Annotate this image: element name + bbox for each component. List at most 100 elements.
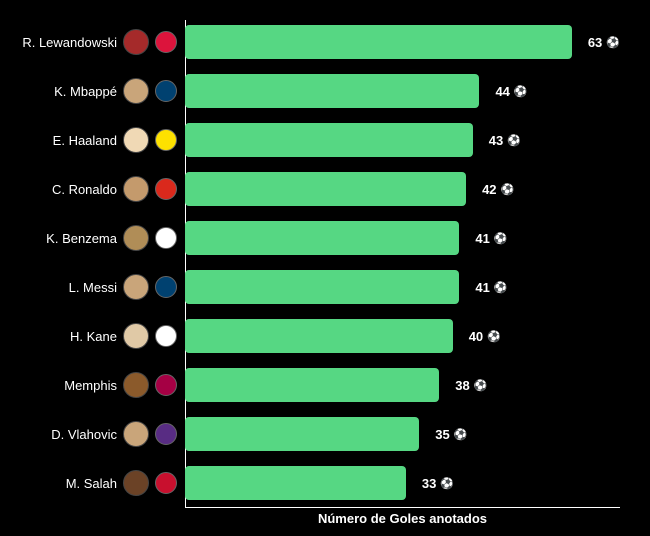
value-wrap: 38 ⚽ (447, 378, 487, 393)
value-wrap: 41⚽ (467, 280, 507, 295)
player-avatar-icon (123, 176, 149, 202)
bar (185, 270, 459, 304)
label-col: M. Salah (10, 470, 185, 496)
player-name: D. Vlahovic (51, 427, 117, 442)
player-name: E. Haaland (53, 133, 117, 148)
football-icon: ⚽ (507, 134, 521, 147)
value-wrap: 42 ⚽ (474, 182, 514, 197)
club-badge-icon (155, 80, 177, 102)
label-col: C. Ronaldo (10, 176, 185, 202)
bar-col: 43 ⚽ (185, 123, 620, 157)
football-icon: ⚽ (454, 428, 468, 441)
bar-value: 44 (495, 84, 509, 99)
label-col: K. Mbappé (10, 78, 185, 104)
player-name: L. Messi (69, 280, 117, 295)
player-name: K. Mbappé (54, 84, 117, 99)
value-wrap: 63 ⚽ (580, 35, 620, 50)
player-avatar-icon (123, 29, 149, 55)
chart-row: L. Messi 41⚽ (10, 265, 620, 309)
player-avatar-icon (123, 78, 149, 104)
bar-value: 40 (469, 329, 483, 344)
label-col: Memphis (10, 372, 185, 398)
chart-row: H. Kane 40 ⚽ (10, 314, 620, 358)
bar (185, 221, 459, 255)
player-avatar-icon (123, 470, 149, 496)
bar-col: 33 ⚽ (185, 466, 620, 500)
club-badge-icon (155, 423, 177, 445)
football-icon: ⚽ (474, 379, 488, 392)
bar (185, 466, 406, 500)
club-badge-icon (155, 325, 177, 347)
value-wrap: 44 ⚽ (487, 84, 527, 99)
label-col: E. Haaland (10, 127, 185, 153)
player-name: C. Ronaldo (52, 182, 117, 197)
player-name: Memphis (64, 378, 117, 393)
bar-value: 35 (435, 427, 449, 442)
club-badge-icon (155, 227, 177, 249)
bar-col: 44 ⚽ (185, 74, 620, 108)
bar-col: 40 ⚽ (185, 319, 620, 353)
football-icon: ⚽ (494, 232, 508, 245)
chart-row: M. Salah 33 ⚽ (10, 461, 620, 505)
bar-value: 33 (422, 476, 436, 491)
football-icon: ⚽ (501, 183, 515, 196)
label-col: K. Benzema (10, 225, 185, 251)
goals-chart: R. Lewandowski 63 ⚽ K. Mbappé 44 ⚽ E. Haaland 4… (0, 0, 650, 536)
value-wrap: 41 ⚽ (467, 231, 507, 246)
chart-row: E. Haaland 43 ⚽ (10, 118, 620, 162)
club-badge-icon (155, 374, 177, 396)
chart-row: D. Vlahovic 35 ⚽ (10, 412, 620, 456)
bar-value: 38 (455, 378, 469, 393)
club-badge-icon (155, 31, 177, 53)
player-name: R. Lewandowski (22, 35, 117, 50)
player-avatar-icon (123, 421, 149, 447)
player-avatar-icon (123, 372, 149, 398)
bar-value: 41 (475, 231, 489, 246)
label-col: L. Messi (10, 274, 185, 300)
football-icon: ⚽ (606, 36, 620, 49)
bar-col: 63 ⚽ (185, 25, 620, 59)
x-axis-label: Número de Goles anotados (185, 511, 620, 526)
player-name: M. Salah (66, 476, 117, 491)
chart-row: K. Benzema 41 ⚽ (10, 216, 620, 260)
player-name: K. Benzema (46, 231, 117, 246)
bar (185, 25, 572, 59)
x-axis (185, 507, 620, 508)
bar-col: 41 ⚽ (185, 221, 620, 255)
bar (185, 123, 473, 157)
label-col: D. Vlahovic (10, 421, 185, 447)
bar-col: 42 ⚽ (185, 172, 620, 206)
player-avatar-icon (123, 323, 149, 349)
football-icon: ⚽ (494, 281, 508, 294)
bar (185, 368, 439, 402)
bar-value: 63 (588, 35, 602, 50)
chart-row: C. Ronaldo 42 ⚽ (10, 167, 620, 211)
club-badge-icon (155, 129, 177, 151)
club-badge-icon (155, 472, 177, 494)
football-icon: ⚽ (487, 330, 501, 343)
chart-row: R. Lewandowski 63 ⚽ (10, 20, 620, 64)
bar (185, 172, 466, 206)
football-icon: ⚽ (514, 85, 528, 98)
value-wrap: 35 ⚽ (427, 427, 467, 442)
chart-row: Memphis 38 ⚽ (10, 363, 620, 407)
bar (185, 417, 419, 451)
football-icon: ⚽ (440, 477, 454, 490)
value-wrap: 33 ⚽ (414, 476, 454, 491)
bar (185, 319, 453, 353)
player-avatar-icon (123, 127, 149, 153)
bar-value: 42 (482, 182, 496, 197)
label-col: H. Kane (10, 323, 185, 349)
bar-col: 41⚽ (185, 270, 620, 304)
player-avatar-icon (123, 274, 149, 300)
bar-col: 35 ⚽ (185, 417, 620, 451)
player-name: H. Kane (70, 329, 117, 344)
value-wrap: 43 ⚽ (481, 133, 521, 148)
club-badge-icon (155, 276, 177, 298)
label-col: R. Lewandowski (10, 29, 185, 55)
value-wrap: 40 ⚽ (461, 329, 501, 344)
bar (185, 74, 479, 108)
bar-col: 38 ⚽ (185, 368, 620, 402)
player-avatar-icon (123, 225, 149, 251)
bar-value: 43 (489, 133, 503, 148)
